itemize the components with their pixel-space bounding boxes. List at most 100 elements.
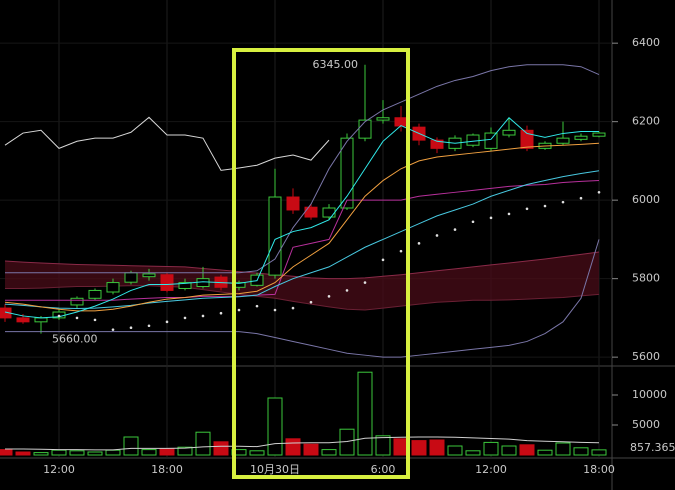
volume-bar	[357, 371, 373, 456]
sar-dot	[273, 308, 277, 312]
volume-bar	[321, 449, 337, 456]
sar-dot	[471, 220, 475, 224]
volume-bar	[537, 449, 553, 456]
volume-bar	[447, 445, 463, 456]
low-annotation: 5660.00	[52, 333, 98, 346]
candle-body	[556, 137, 570, 144]
volume-bar	[141, 449, 157, 456]
volume-bar	[591, 449, 607, 456]
sar-dot	[489, 216, 493, 220]
volume-bar	[465, 450, 481, 456]
y-tick-label: 6200	[632, 115, 660, 128]
cloud-span-a	[4, 251, 600, 280]
volume-bar	[501, 445, 517, 456]
candle-body	[106, 282, 120, 293]
indicator-line	[5, 239, 600, 358]
volume-bar	[105, 449, 121, 456]
x-tick-label: 12:00	[475, 463, 507, 476]
sar-dot	[291, 306, 295, 310]
volume-bar	[0, 449, 13, 456]
sar-dot	[363, 281, 367, 284]
volume-bar	[123, 436, 139, 456]
candle-body	[160, 274, 174, 291]
volume-bar	[15, 451, 31, 456]
highlight-box	[232, 48, 410, 479]
x-tick-label: 18:00	[151, 463, 183, 476]
indicator-line	[4, 116, 330, 171]
sar-dot	[417, 242, 421, 245]
sar-dot	[309, 300, 313, 304]
candle-body	[376, 117, 390, 121]
volume-bar	[69, 450, 85, 456]
sar-dot	[183, 316, 187, 320]
sar-dot	[255, 304, 259, 308]
sar-dot	[237, 308, 241, 312]
y-tick-label: 5600	[632, 350, 660, 363]
sar-dot	[165, 320, 169, 324]
sar-dot	[453, 228, 457, 231]
candle-body	[340, 137, 354, 209]
indicator-line	[4, 117, 599, 319]
volume-bar	[483, 441, 499, 456]
volume-bar	[267, 397, 283, 456]
volume-bar	[177, 446, 193, 456]
volume-bar	[285, 438, 301, 456]
volume-bar	[159, 448, 175, 456]
candle-body	[322, 207, 336, 218]
y-tick-label: 6400	[632, 36, 660, 49]
sar-dot	[399, 249, 403, 253]
indicator-line	[5, 64, 600, 274]
y-tick-label: 6000	[632, 193, 660, 206]
sar-dot	[579, 196, 583, 200]
indicator-line	[4, 142, 600, 312]
last-volume-label: 857.365	[630, 441, 675, 454]
volume-bar	[519, 444, 535, 456]
indicator-line	[4, 170, 600, 309]
sar-dot	[201, 314, 205, 318]
volume-bar	[303, 443, 319, 456]
volume-ma-line	[5, 436, 600, 451]
volume-bar	[555, 442, 571, 456]
x-tick-label: 10月30日	[250, 463, 300, 476]
volume-bar	[375, 435, 391, 456]
candle-body	[34, 317, 48, 323]
candle-body	[178, 282, 192, 289]
candle-body	[142, 273, 156, 278]
candle-body	[592, 132, 606, 137]
sar-dot	[507, 212, 511, 216]
volume-bar	[249, 450, 265, 456]
x-tick-label: 18:00	[583, 463, 615, 476]
candle-body	[484, 132, 498, 149]
sar-dot	[219, 311, 223, 315]
y-tick-label: 5800	[632, 272, 660, 285]
sar-dot	[435, 234, 439, 237]
sar-dot	[57, 314, 61, 318]
candle-body	[88, 289, 102, 299]
candle-body	[286, 196, 300, 211]
sar-dot	[561, 200, 565, 204]
candle-body	[574, 135, 588, 140]
candle-body	[502, 129, 516, 136]
sar-dot	[147, 324, 151, 328]
candle-body	[304, 206, 318, 218]
volume-bar	[429, 439, 445, 456]
candle-body	[124, 272, 138, 283]
sar-dot	[525, 207, 529, 211]
sar-dot	[543, 204, 547, 208]
candle-body	[268, 196, 282, 276]
candle-body	[358, 119, 372, 139]
volume-tick-label: 5000	[632, 418, 660, 431]
volume-bar	[51, 449, 67, 456]
x-tick-label: 12:00	[43, 463, 75, 476]
sar-dot	[111, 328, 115, 331]
sar-dot	[327, 295, 331, 298]
candle-body	[394, 117, 408, 127]
sar-dot	[129, 326, 133, 330]
sar-dot	[75, 316, 79, 320]
indicator-line	[5, 180, 600, 301]
candle-body	[70, 297, 84, 306]
sar-dot	[93, 318, 97, 322]
sar-dot	[597, 191, 601, 194]
